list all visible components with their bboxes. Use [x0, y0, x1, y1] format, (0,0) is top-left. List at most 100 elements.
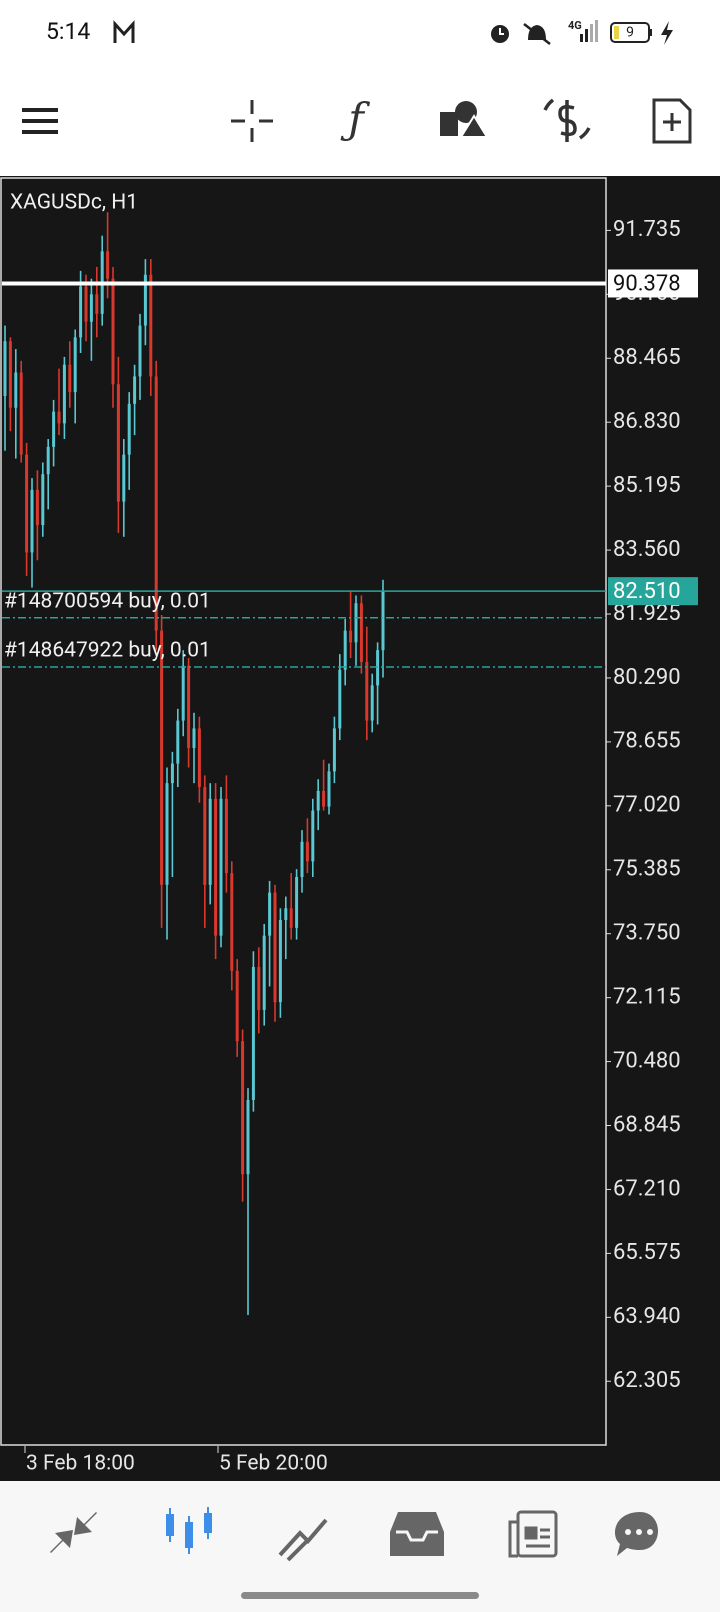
bar-body [181, 665, 185, 721]
bar-body [354, 603, 358, 643]
new-order-button[interactable] [652, 98, 692, 144]
bar-body [19, 372, 23, 455]
bar-body [316, 790, 320, 811]
bar-body [241, 1041, 245, 1175]
y-tick-label: 63.940 [613, 1304, 681, 1329]
bar-body [57, 411, 61, 424]
y-tick-label: 86.830 [613, 409, 681, 434]
indicators-button[interactable]: ƒ [340, 94, 370, 143]
bar-body [187, 665, 191, 748]
bar-body [203, 787, 207, 885]
bar-body [68, 364, 72, 393]
bar-body [235, 970, 239, 1042]
bar-body [116, 384, 120, 502]
y-tick-label: 77.020 [613, 793, 681, 818]
y-tick-label: 70.480 [613, 1048, 681, 1073]
bar-body [154, 376, 158, 631]
alarm-icon [491, 25, 509, 43]
bar-body [122, 454, 126, 502]
bar-body [30, 489, 34, 553]
bar-body [170, 763, 174, 784]
network-type: 4G [568, 19, 582, 32]
bar-body [289, 908, 293, 928]
y-tick-label: 67.210 [613, 1176, 681, 1201]
bar-body [84, 286, 88, 322]
chart-frame [0, 177, 607, 1446]
bar-body [381, 591, 385, 651]
bar-body [214, 798, 218, 936]
y-tick-label: 83.560 [613, 537, 681, 562]
trade-button[interactable] [543, 98, 591, 142]
bar-body [111, 278, 115, 385]
bar-body [160, 630, 164, 885]
gmail-icon [113, 20, 135, 43]
y-tick-label: 78.655 [613, 729, 681, 754]
bar-body [305, 841, 309, 862]
bar-body [349, 630, 353, 643]
history-tab[interactable] [390, 1512, 444, 1556]
bar-body [338, 669, 342, 729]
bar-body [62, 364, 66, 424]
order-label: #148647922 buy, 0.01 [4, 639, 211, 663]
bar-body [165, 783, 169, 885]
menu-button[interactable] [22, 108, 58, 134]
bar-body [219, 798, 223, 936]
x-tick-label: 5 Feb 20:00 [219, 1452, 328, 1476]
chat-tab[interactable] [614, 1512, 658, 1556]
y-tick-label: 72.115 [613, 984, 681, 1009]
y-tick-label: 88.465 [613, 345, 681, 370]
y-tick-label: 85.195 [613, 473, 681, 498]
battery-level: 9 [626, 25, 634, 41]
charging-icon [661, 21, 673, 45]
bar-body [376, 650, 380, 686]
bar-body [257, 966, 261, 1010]
bar-body [332, 728, 336, 772]
bar-body [246, 1099, 250, 1175]
bar-body [106, 251, 110, 279]
level-label: 90.378 [613, 271, 681, 296]
y-tick-label: 91.735 [613, 217, 681, 242]
chart-title: XAGUSDc, H1 [10, 191, 138, 215]
bar-body [127, 403, 131, 455]
status-bar [0, 0, 720, 64]
bar-body [327, 771, 331, 807]
objects-button[interactable] [440, 101, 489, 138]
bar-body [208, 798, 212, 885]
x-tick-label: 3 Feb 18:00 [26, 1452, 135, 1476]
y-tick-label: 62.305 [613, 1368, 681, 1393]
bar-body [359, 603, 363, 662]
bar-body [365, 661, 369, 721]
trade-tab[interactable] [278, 1518, 328, 1562]
news-tab[interactable] [508, 1510, 558, 1558]
chart-tab[interactable] [166, 1507, 212, 1554]
quotes-tab[interactable] [50, 1512, 97, 1553]
signal-icon [580, 20, 598, 42]
bar-body [343, 630, 347, 670]
home-indicator [241, 1592, 479, 1599]
bar-body [149, 274, 153, 377]
bar-body [176, 720, 180, 764]
bar-body [251, 966, 255, 1100]
bar-body [133, 376, 137, 404]
bar-body [138, 325, 142, 377]
status-time: 5:14 [46, 18, 90, 45]
order-label: #148700594 buy, 0.01 [4, 589, 211, 613]
bar-body [273, 892, 277, 1003]
bar-body [322, 790, 326, 807]
bar-body [268, 892, 272, 936]
bar-body [3, 341, 7, 397]
bar-body [295, 877, 299, 928]
bar-body [8, 341, 12, 408]
y-tick-label: 75.385 [613, 857, 681, 882]
battery-icon [610, 22, 652, 43]
current-price-box [608, 577, 698, 606]
bar-body [224, 798, 228, 874]
bar-body [192, 728, 196, 748]
bar-body [73, 337, 77, 393]
crosshair-button[interactable] [231, 100, 273, 142]
level-label-box [608, 269, 698, 298]
bar-body [89, 294, 93, 322]
bar-body [311, 810, 315, 862]
chart-background [0, 176, 720, 1481]
